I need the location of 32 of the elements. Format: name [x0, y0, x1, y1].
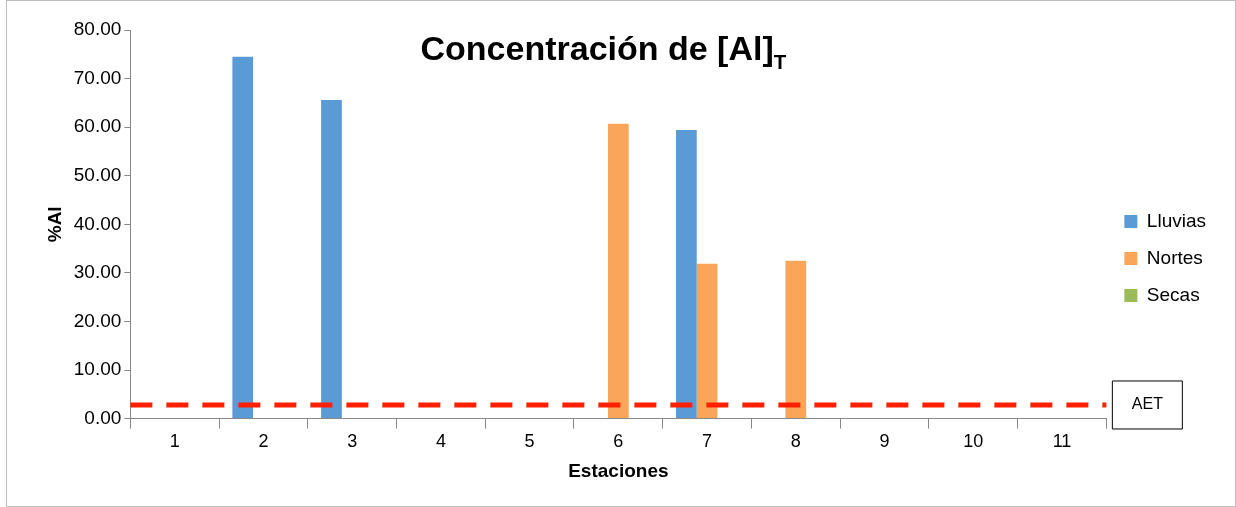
x-tick-label: 4 [435, 431, 446, 452]
bar [321, 99, 342, 419]
x-tick-label: 9 [879, 431, 890, 452]
y-tick-label: 70.00 [73, 66, 122, 88]
bar [608, 123, 629, 419]
y-axis-title: %Al [43, 206, 65, 243]
x-tick-label: 8 [790, 431, 801, 452]
legend-label: Secas [1146, 283, 1200, 305]
x-tick-label: 11 [1052, 431, 1072, 452]
legend-label: Lluvias [1146, 209, 1207, 231]
bar [785, 260, 807, 419]
x-tick-label: 2 [258, 431, 269, 452]
ref-line-label: AET [1131, 395, 1164, 413]
y-tick-label: 20.00 [73, 309, 122, 331]
y-tick-label: 60.00 [73, 115, 122, 137]
legend-label: Nortes [1146, 246, 1203, 268]
x-tick-label: 5 [524, 431, 535, 452]
bar [676, 130, 697, 419]
bar [232, 56, 254, 419]
y-tick-label: 40.00 [73, 212, 122, 234]
y-tick-label: 80.00 [73, 18, 122, 40]
x-tick-label: 1 [169, 431, 180, 452]
bar [696, 263, 718, 419]
x-tick-label: 3 [347, 431, 358, 452]
x-tick-label: 7 [702, 431, 713, 452]
y-tick-label: 50.00 [73, 163, 122, 185]
x-axis-title: Estaciones [568, 459, 669, 481]
y-tick-label: 10.00 [73, 358, 122, 380]
x-tick-label: 10 [963, 431, 984, 452]
y-tick-label: 0.00 [84, 406, 122, 428]
x-tick-label: 6 [613, 431, 624, 452]
y-tick-label: 30.00 [73, 261, 122, 283]
